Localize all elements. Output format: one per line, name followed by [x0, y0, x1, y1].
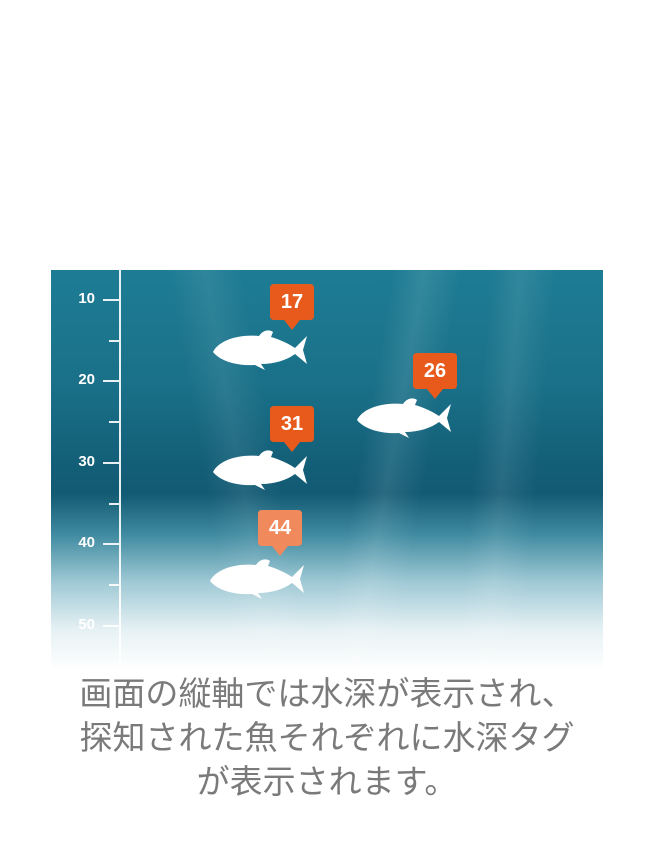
- depth-tick-major: [103, 299, 119, 301]
- depth-tick-minor: [109, 584, 119, 586]
- caption-line-3: が表示されます。: [196, 762, 458, 801]
- depth-tick-major: [103, 380, 119, 382]
- depth-label-30: 30: [78, 453, 95, 470]
- fish-icon: [213, 330, 307, 370]
- caption-line-1: 画面の縦軸では水深が表示され、: [79, 674, 575, 713]
- fish-icon: [357, 398, 451, 438]
- caption-text: 画面の縦軸では水深が表示され、 探知された魚それぞれに水深タグ が表示されます。: [20, 672, 634, 804]
- caption-line-2: 探知された魚それぞれに水深タグ: [79, 718, 575, 757]
- depth-tick-minor: [109, 421, 119, 423]
- depth-tag-31: 31: [270, 406, 314, 454]
- depth-label-20: 20: [78, 371, 95, 388]
- depth-tag-26: 26: [413, 353, 457, 401]
- fish-icon: [213, 450, 307, 490]
- depth-label-40: 40: [78, 534, 95, 551]
- depth-tick-major: [103, 625, 119, 627]
- depth-tick-minor: [109, 340, 119, 342]
- light-rays: [51, 270, 603, 670]
- depth-tick-major: [103, 543, 119, 545]
- depth-tag-17: 17: [270, 284, 314, 332]
- depth-label-10: 10: [78, 290, 95, 307]
- fish-icon: [210, 559, 304, 599]
- depth-axis-line: [119, 270, 121, 670]
- depth-tick-major: [103, 462, 119, 464]
- depth-tag-44: 44: [258, 510, 302, 558]
- depth-tick-minor: [109, 503, 119, 505]
- depth-label-50: 50: [78, 616, 95, 633]
- sonar-display: 10 20 30 40 50 17: [51, 270, 603, 670]
